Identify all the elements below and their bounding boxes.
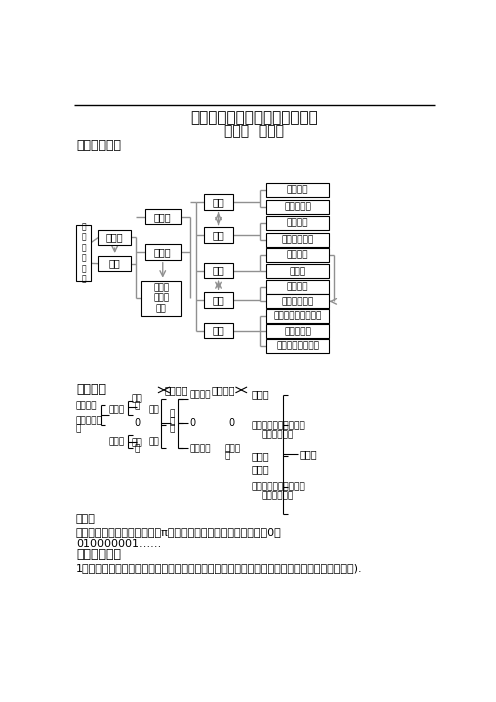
FancyBboxPatch shape [204,292,233,307]
Text: 整数: 整数 [148,406,159,414]
Text: 010000001……: 010000001…… [76,539,161,549]
Text: 负整数: 负整数 [252,464,269,475]
Text: 正有理数: 正有理数 [190,390,211,399]
FancyBboxPatch shape [266,249,329,262]
FancyBboxPatch shape [145,209,181,225]
Text: 数: 数 [76,424,81,433]
FancyBboxPatch shape [266,309,329,323]
Text: 无限循环小: 无限循环小 [76,416,103,425]
Text: 有理数: 有理数 [106,232,124,242]
Text: 绝对值: 绝对值 [154,247,172,257]
Text: 负分数: 负分数 [109,438,124,446]
Text: 0: 0 [229,418,235,428]
Text: 加法: 加法 [213,197,224,207]
FancyBboxPatch shape [145,244,181,260]
Text: 乘法: 乘法 [213,265,224,276]
Text: 有理数
得大小
比较: 有理数 得大小 比较 [153,284,169,313]
Text: 数: 数 [225,451,230,461]
Text: 有理数: 有理数 [299,449,317,459]
FancyBboxPatch shape [204,323,233,338]
Text: 乘方: 乘方 [213,326,224,336]
Text: 与循环小数）: 与循环小数） [262,491,294,501]
Text: 除法法则: 除法法则 [287,282,309,291]
Text: 乘除混合运算: 乘除混合运算 [281,297,314,306]
FancyBboxPatch shape [266,294,329,308]
Text: 正
整
数
与
负
数: 正 整 数 与 负 数 [81,223,86,284]
Text: 1、了解有理数得概念（什么就就是有理数、有理数包含得范围有哪些、有理数之间得大小比较).: 1、了解有理数得概念（什么就就是有理数、有理数包含得范围有哪些、有理数之间得大小… [76,563,363,573]
Text: 数轴: 数轴 [109,258,121,269]
Text: 负整数: 负整数 [252,451,269,461]
Text: 按符号分: 按符号分 [211,385,235,395]
Text: 0: 0 [134,418,140,428]
Text: 常见得不就就是有理数得数有π与有规律得但不循环得小数。如：0、: 常见得不就就是有理数得数有π与有规律得但不循环得小数。如：0、 [76,526,282,536]
Text: 加减混合运算: 加减混合运算 [281,235,314,244]
Text: 数: 数 [134,445,140,453]
Text: 科学记数法: 科学记数法 [284,327,311,336]
FancyBboxPatch shape [98,230,131,245]
Text: 按定义分: 按定义分 [165,385,188,395]
FancyBboxPatch shape [204,227,233,243]
Text: 运算律: 运算律 [290,267,306,276]
Text: 正分数: 正分数 [109,406,124,414]
FancyBboxPatch shape [266,233,329,246]
Text: 与循环小数）: 与循环小数） [262,430,294,439]
Text: 加法运算律: 加法运算律 [284,202,311,211]
Text: 正整数: 正整数 [252,390,269,399]
FancyBboxPatch shape [98,256,131,272]
Text: 一、知识结构: 一、知识结构 [76,138,121,152]
Text: 近似数与有效数字: 近似数与有效数字 [276,342,319,350]
FancyBboxPatch shape [266,200,329,213]
Text: 数: 数 [134,401,140,410]
FancyBboxPatch shape [76,225,91,281]
Text: 有限小数: 有限小数 [76,401,97,410]
Text: 乘法法则: 乘法法则 [287,251,309,260]
Text: 理: 理 [169,417,175,426]
Text: 二、掌握要点: 二、掌握要点 [76,548,121,561]
FancyBboxPatch shape [266,216,329,230]
Text: 有: 有 [169,409,175,418]
Text: 正分数（含正有限小数: 正分数（含正有限小数 [252,421,306,430]
Text: 分数: 分数 [148,438,159,446]
FancyBboxPatch shape [266,324,329,338]
FancyBboxPatch shape [266,280,329,293]
FancyBboxPatch shape [141,281,182,316]
Text: 加法法则: 加法法则 [287,185,309,194]
Text: 减法: 减法 [213,230,224,240]
FancyBboxPatch shape [266,183,329,197]
FancyBboxPatch shape [266,265,329,278]
Text: 负有理: 负有理 [225,444,241,453]
Text: 第一章  有理数: 第一章 有理数 [224,124,284,138]
Text: 有理数：: 有理数： [76,383,106,397]
Text: 正整: 正整 [132,395,142,404]
Text: 相反数: 相反数 [154,212,172,222]
FancyBboxPatch shape [266,339,329,353]
Text: 注意：: 注意： [76,515,96,524]
Text: 负整: 负整 [132,439,142,448]
Text: 除法: 除法 [213,295,224,305]
Text: 减法法则: 减法法则 [287,218,309,227]
Text: 负分数（含负有限小数: 负分数（含负有限小数 [252,482,306,491]
Text: 数: 数 [169,425,175,434]
Text: 0: 0 [190,418,196,428]
FancyBboxPatch shape [204,263,233,278]
Text: 初一数学上册重点知识学习参考: 初一数学上册重点知识学习参考 [190,111,318,126]
Text: 负有理数: 负有理数 [190,444,211,453]
Text: 乘方运算、混合运算: 乘方运算、混合运算 [273,312,322,321]
FancyBboxPatch shape [204,194,233,210]
